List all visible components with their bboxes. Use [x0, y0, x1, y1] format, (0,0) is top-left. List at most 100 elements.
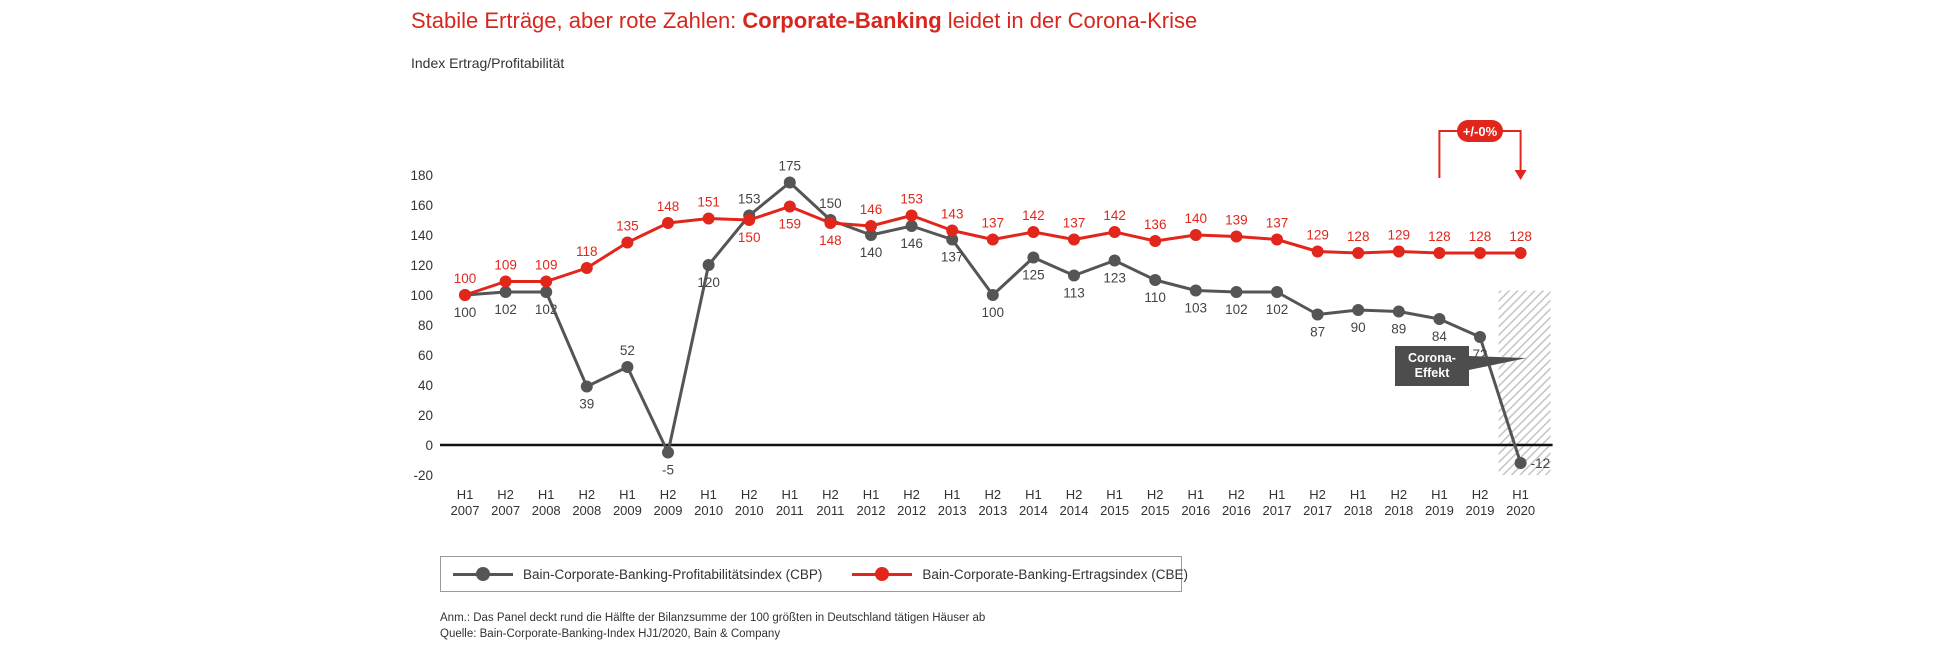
- data-point-cbp: [1474, 331, 1486, 343]
- corona-callout-box: [1395, 346, 1469, 386]
- footnote-source: Quelle: Bain-Corporate-Banking-Index HJ1…: [440, 628, 781, 640]
- line-chart: -20 0 20 40 60 80 100 120 140 160 180 H1 2007 H2 2007 H…: [410, 120, 1553, 518]
- data-label-cbp: -5: [662, 463, 674, 478]
- data-label-cbe: 128: [1428, 229, 1451, 244]
- x-tick-label: H1 2013: [938, 487, 967, 518]
- data-label-cbp: 120: [697, 275, 720, 290]
- y-tick-label: 20: [418, 408, 433, 423]
- x-tick-label: H2 2011: [816, 487, 844, 518]
- legend-symbol-cbp: [453, 567, 513, 581]
- data-point-cbp: [1149, 274, 1162, 286]
- x-tick-label: H2 2018: [1384, 487, 1413, 518]
- data-point-cbp: [1433, 313, 1446, 325]
- data-label-cbe: 136: [1144, 217, 1167, 232]
- data-point-cbe: [1474, 247, 1486, 259]
- x-tick-label: H2 2010: [735, 487, 764, 518]
- y-tick-label: 0: [425, 438, 433, 453]
- data-point-cbe: [580, 262, 593, 274]
- change-badge: [1457, 120, 1503, 142]
- x-tick-label: H2 2014: [1060, 487, 1089, 518]
- data-label-cbe: 128: [1509, 229, 1532, 244]
- corona-hatch-region: [1498, 290, 1551, 475]
- x-tick-label: H2 2008: [572, 487, 601, 518]
- x-tick-label: H2 2017: [1303, 487, 1332, 518]
- data-label-cbe: 150: [738, 230, 761, 245]
- data-point-cbe: [702, 212, 715, 225]
- data-label-cbe: 142: [1103, 208, 1126, 223]
- data-label-cbe: 159: [779, 217, 802, 232]
- data-point-cbp: [499, 286, 512, 298]
- data-label-cbp: 52: [620, 343, 635, 358]
- corona-callout-label: Corona-Effekt: [1408, 351, 1456, 380]
- data-label-cbe: 109: [494, 258, 517, 273]
- data-label-cbp: 103: [1185, 301, 1208, 316]
- x-tick-label: H1 2017: [1263, 487, 1292, 518]
- data-label-cbe: 153: [900, 192, 923, 207]
- data-label-cbp: 102: [535, 302, 558, 317]
- data-label-cbp: 137: [941, 250, 964, 265]
- data-point-cbp: [1392, 305, 1405, 318]
- x-tick-label: H2 2013: [978, 487, 1007, 518]
- y-tick-label: 60: [418, 348, 433, 363]
- y-tick-label: -20: [413, 468, 433, 483]
- data-label-cbp: 140: [860, 245, 883, 260]
- x-tick-label: H1 2018: [1344, 487, 1373, 518]
- legend-symbol-cbe: [852, 567, 913, 581]
- data-point-cbe: [865, 220, 877, 232]
- y-tick-label: 100: [410, 288, 433, 303]
- data-label-cbp: 87: [1310, 325, 1325, 340]
- footnotes: Anm.: Das Panel deckt rund die Hälfte de…: [440, 610, 985, 642]
- legend-label-cbp: Bain-Corporate-Banking-Profitabilitätsin…: [523, 566, 823, 582]
- data-label-cbp: 102: [1225, 302, 1248, 317]
- data-point-cbe: [621, 236, 634, 249]
- data-point-cbp: [1352, 304, 1365, 316]
- x-tick-label: H1 2019: [1425, 487, 1454, 518]
- data-label-cbe: 146: [860, 202, 883, 217]
- legend-item-cbp: Bain-Corporate-Banking-Profitabilitätsin…: [453, 567, 822, 582]
- data-point-cbe: [905, 209, 918, 222]
- data-point-cbe: [743, 214, 756, 226]
- data-point-cbp: [1514, 457, 1527, 469]
- data-label-cbe: 142: [1022, 208, 1045, 223]
- data-point-cbe: [986, 233, 999, 246]
- data-point-cbp: [621, 361, 634, 373]
- data-label-cbe: 109: [535, 258, 558, 273]
- data-point-cbp: [986, 289, 999, 301]
- data-point-cbp: [1068, 269, 1080, 282]
- data-point-cbe: [1514, 247, 1527, 259]
- data-label-cbp: 90: [1351, 320, 1366, 335]
- change-bracket-arrow: [1514, 170, 1527, 180]
- data-point-cbe: [1189, 229, 1202, 241]
- title-suffix: leidet in der Corona-Krise: [941, 8, 1198, 33]
- data-point-cbe: [824, 217, 837, 229]
- data-point-cbp: [1271, 286, 1283, 298]
- data-point-cbp: [865, 229, 877, 241]
- data-point-cbe: [1027, 226, 1040, 238]
- data-label-cbp: 102: [494, 302, 517, 317]
- data-point-cbe: [1271, 233, 1283, 246]
- data-label-cbp: 110: [1144, 290, 1166, 305]
- y-axis-label: Index Ertrag/Profitabilität: [411, 55, 565, 71]
- data-point-cbp: [783, 176, 796, 189]
- data-label-cbp: 153: [738, 192, 761, 207]
- data-label-cbe: 143: [941, 207, 964, 222]
- legend-item-cbe: Bain-Corporate-Banking-Ertragsindex (CBE…: [852, 567, 1188, 582]
- data-point-cbp: [1189, 284, 1202, 297]
- data-label-cbp: 150: [819, 196, 842, 211]
- x-tick-label: H2 2016: [1222, 487, 1251, 518]
- legend: Bain-Corporate-Banking-Profitabilitätsin…: [440, 556, 1188, 592]
- y-tick-label: 40: [418, 378, 433, 393]
- data-label-cbe: 148: [657, 199, 680, 214]
- x-tick-label: H1 2015: [1100, 487, 1129, 518]
- data-label-cbp: 89: [1391, 322, 1406, 337]
- data-point-cbe: [1068, 233, 1080, 246]
- title-bold: Corporate-Banking: [742, 8, 942, 33]
- y-tick-label: 160: [410, 198, 433, 213]
- data-label-cbe: 148: [819, 233, 842, 248]
- data-point-cbp: [946, 233, 959, 246]
- x-tick-label: H1 2009: [613, 487, 642, 518]
- data-label-cbe: 128: [1469, 229, 1492, 244]
- chart-title: Stabile Erträge, aber rote Zahlen: Corpo…: [411, 8, 1197, 34]
- data-label-cbe: 129: [1388, 228, 1411, 243]
- data-point-cbe: [1108, 226, 1121, 238]
